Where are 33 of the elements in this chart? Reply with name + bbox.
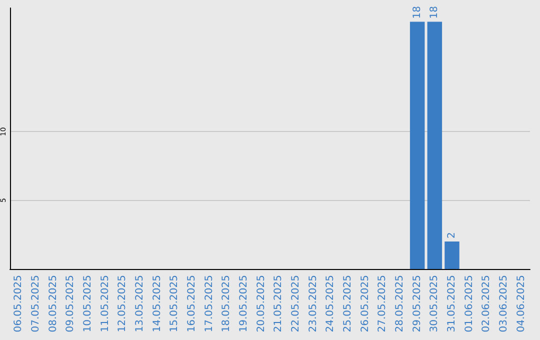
x-tick-label: 03.06.2025 bbox=[498, 275, 510, 332]
x-tick-label: 28.05.2025 bbox=[394, 275, 406, 332]
x-tick-label: 31.05.2025 bbox=[446, 275, 458, 332]
x-tick-label: 06.05.2025 bbox=[13, 275, 24, 332]
x-tick-label: 29.05.2025 bbox=[412, 275, 423, 332]
x-tick-label: 24.05.2025 bbox=[325, 275, 336, 332]
x-tick-label: 27.05.2025 bbox=[377, 275, 388, 332]
x-tick-label: 17.05.2025 bbox=[204, 275, 215, 332]
x-tick-label: 25.05.2025 bbox=[342, 275, 354, 332]
x-tick-label: 10.05.2025 bbox=[82, 275, 94, 332]
x-tick-label: 12.05.2025 bbox=[117, 275, 128, 332]
x-tick-label: 08.05.2025 bbox=[48, 275, 59, 332]
data-label: 2 bbox=[446, 232, 458, 239]
data-label: 18 bbox=[412, 6, 423, 19]
x-tick-label: 23.05.2025 bbox=[308, 275, 319, 332]
x-tick-label: 13.05.2025 bbox=[134, 275, 146, 332]
x-tick-label: 15.05.2025 bbox=[169, 275, 180, 332]
x-tick-label: 07.05.2025 bbox=[30, 275, 42, 332]
x-tick-label: 30.05.2025 bbox=[429, 275, 440, 332]
x-tick-label: 21.05.2025 bbox=[273, 275, 284, 332]
x-tick-label: 16.05.2025 bbox=[186, 275, 198, 332]
x-tick-label: 11.05.2025 bbox=[100, 275, 111, 332]
x-tick-label: 18.05.2025 bbox=[221, 275, 232, 332]
x-tick-label: 01.06.2025 bbox=[464, 275, 475, 332]
x-tick-label: 14.05.2025 bbox=[152, 275, 163, 332]
data-label: 18 bbox=[429, 6, 440, 19]
x-tick-label: 19.05.2025 bbox=[238, 275, 250, 332]
x-tick-label: 09.05.2025 bbox=[65, 275, 76, 332]
x-tick-label: 26.05.2025 bbox=[360, 275, 371, 332]
x-tick-label: 04.06.2025 bbox=[516, 275, 527, 332]
x-tick-label: 22.05.2025 bbox=[290, 275, 302, 332]
x-tick-label: 20.05.2025 bbox=[256, 275, 267, 332]
x-tick-label: 02.06.2025 bbox=[481, 275, 492, 332]
